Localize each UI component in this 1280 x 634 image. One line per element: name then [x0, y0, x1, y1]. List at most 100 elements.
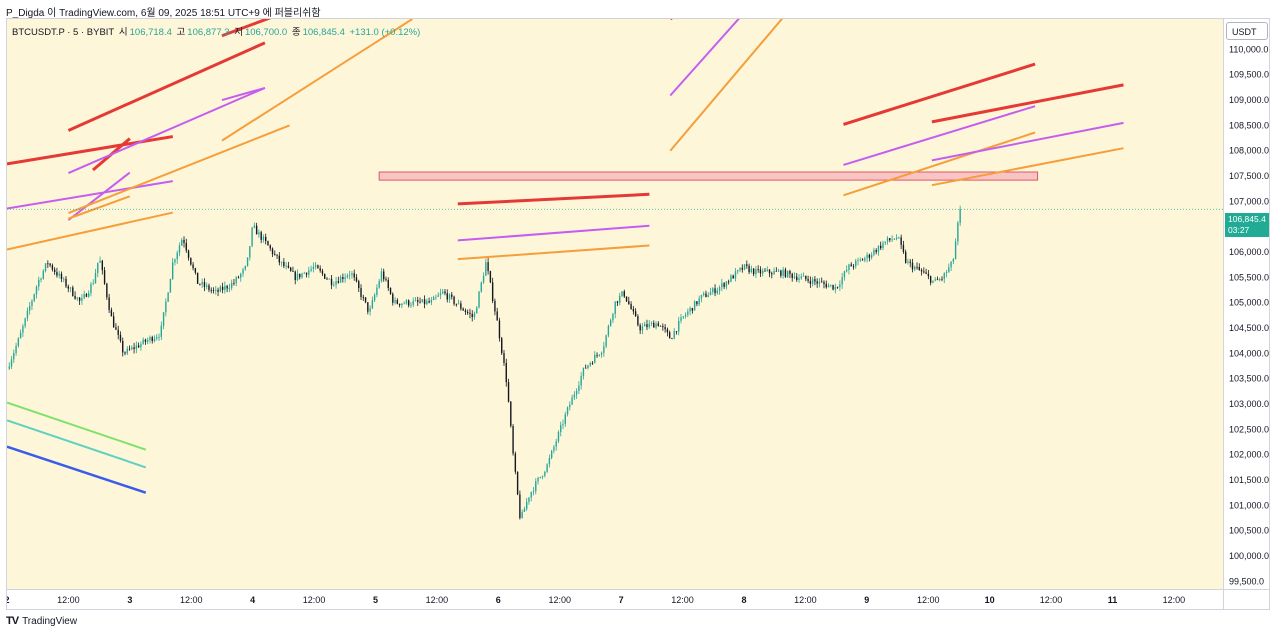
- candle-body: [28, 306, 31, 311]
- candle-body: [485, 262, 487, 276]
- candle-body: [328, 278, 330, 280]
- candle-body: [630, 304, 632, 310]
- candle-body: [76, 297, 79, 299]
- trend-line-purple-14: [457, 224, 650, 242]
- tradingview-logo-icon[interactable]: TV: [6, 615, 19, 627]
- candle-body: [376, 287, 378, 295]
- candle-body: [362, 296, 364, 298]
- candle-body: [644, 324, 646, 327]
- candle-body: [305, 272, 308, 275]
- candle-body: [432, 297, 435, 301]
- candle-body: [371, 300, 374, 309]
- candle-body: [952, 258, 955, 262]
- candle-body: [868, 254, 871, 258]
- candle-body: [539, 476, 542, 478]
- candle-body: [271, 248, 274, 255]
- price-chart[interactable]: 110,000.0 109,500.0 109,000.0 108,500.0 108,…: [7, 19, 1269, 609]
- candle-body: [866, 254, 868, 259]
- candle-body: [128, 348, 131, 350]
- candle-body: [58, 273, 60, 276]
- candle-body: [419, 301, 421, 303]
- candle-body: [766, 269, 768, 271]
- candle-body: [743, 264, 746, 270]
- time-tick-label: 10: [985, 595, 995, 605]
- candle-body: [839, 284, 841, 288]
- candle-body: [791, 273, 793, 278]
- trend-line-orange-21: [843, 131, 1036, 197]
- trend-line-orange-15: [457, 244, 650, 261]
- candle-body: [355, 277, 358, 282]
- candle-body: [401, 303, 403, 306]
- candle-body: [827, 285, 830, 288]
- time-tick-label: 12:00: [917, 595, 940, 605]
- price-axis[interactable]: 110,000.0 109,500.0 109,000.0 108,500.0 108,…: [1229, 44, 1269, 586]
- candle-body: [850, 264, 852, 267]
- candle-body: [664, 327, 666, 330]
- candle-body: [939, 278, 941, 280]
- price-tick-label: 109,000.0: [1229, 95, 1269, 105]
- candle-body: [426, 301, 428, 305]
- candle-body: [69, 287, 72, 289]
- candle-body: [38, 279, 40, 287]
- time-tick-label: 12:00: [57, 595, 80, 605]
- price-tick-label: 106,000.0: [1229, 247, 1269, 257]
- candle-body: [451, 294, 453, 297]
- candle-body: [190, 257, 192, 265]
- candle-body: [122, 340, 124, 353]
- candle-body: [911, 262, 914, 270]
- candle-body: [131, 347, 133, 350]
- time-tick-label: 12:00: [1040, 595, 1063, 605]
- resistance-zone-layer: [378, 171, 1039, 181]
- candle-body: [680, 317, 682, 321]
- price-tick-label: 107,500.0: [1229, 171, 1269, 181]
- candle-body: [133, 347, 135, 350]
- candle-body: [251, 227, 253, 247]
- candle-body: [126, 348, 128, 354]
- candle-body: [873, 250, 875, 255]
- candle-body: [24, 318, 26, 326]
- candle-body: [841, 277, 843, 285]
- candle-body: [959, 209, 961, 223]
- candle-body: [943, 273, 945, 279]
- candle-body: [662, 326, 664, 328]
- trend-line-purple-8: [68, 86, 266, 174]
- candle-body: [230, 282, 233, 288]
- candle-body: [861, 259, 864, 261]
- candle-body: [176, 252, 178, 260]
- trend-line-orange-18: [669, 19, 784, 152]
- candle-body: [187, 250, 190, 258]
- candle-body: [237, 277, 240, 279]
- symbol-label[interactable]: BTCUSDT.P · 5 · BYBIT: [12, 27, 115, 38]
- time-tick-label: 12:00: [794, 595, 817, 605]
- candle-body: [31, 300, 33, 307]
- candle-body: [476, 307, 478, 314]
- candle-body: [832, 284, 834, 290]
- chart-frame[interactable]: 110,000.0 109,500.0 109,000.0 108,500.0 108,…: [6, 18, 1270, 610]
- candle-body: [600, 352, 603, 355]
- candle-body: [417, 300, 419, 302]
- time-axis[interactable]: 2 12:00 3 12:00 4 12:00 5 12:00 6 12:00 7 12:00 8 12:…: [7, 595, 1185, 605]
- candle-body: [90, 284, 92, 294]
- candle-body: [671, 338, 673, 340]
- candle-body: [308, 270, 310, 275]
- candle-body: [891, 239, 893, 241]
- candle-body: [383, 271, 385, 280]
- candle-body: [201, 282, 203, 285]
- candle-body: [74, 295, 76, 299]
- candle-body: [580, 376, 582, 386]
- trend-line-purple-11: [221, 86, 266, 102]
- currency-selector[interactable]: USDT: [1226, 22, 1268, 40]
- candle-body: [768, 269, 771, 274]
- high-value: 106,877.3: [187, 27, 230, 38]
- time-tick-label: 2: [7, 595, 10, 605]
- candle-body: [65, 278, 67, 287]
- candle-body: [510, 401, 512, 427]
- candle-body: [516, 471, 519, 495]
- candle-body: [235, 277, 237, 284]
- candle-body: [657, 323, 660, 326]
- candle-body: [675, 331, 678, 332]
- candle-body: [240, 273, 242, 278]
- tradingview-brand[interactable]: TradingView: [22, 615, 78, 627]
- footer: TV TradingView: [6, 615, 77, 627]
- candle-body: [115, 327, 117, 330]
